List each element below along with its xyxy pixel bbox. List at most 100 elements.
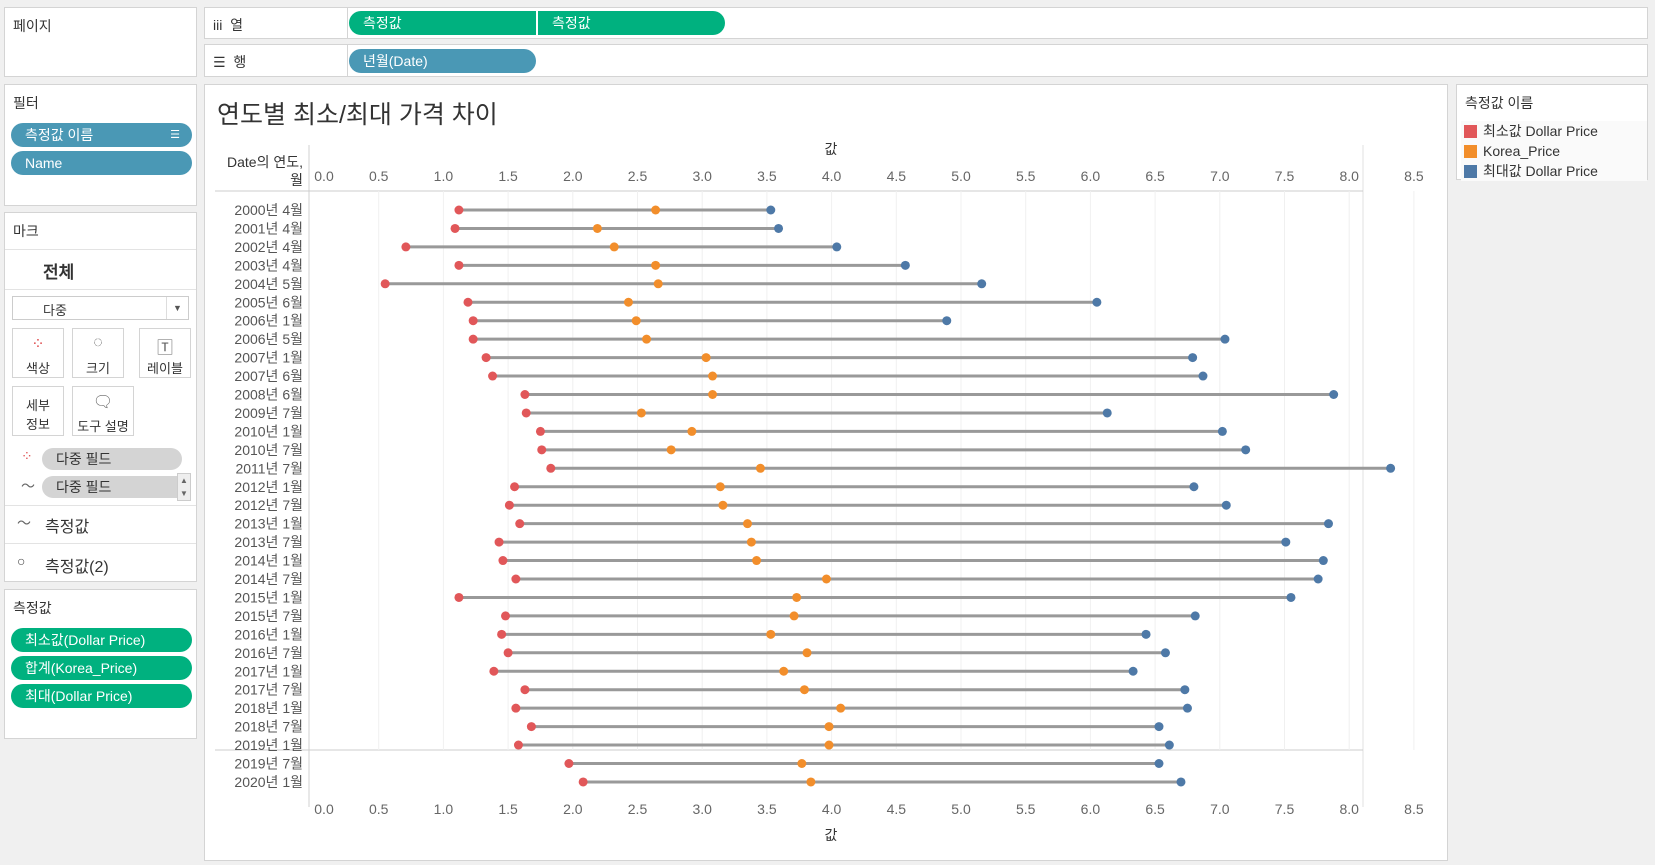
card-label: 도구 설명 [77, 419, 129, 434]
pages-card: 페이지 [4, 7, 197, 77]
marks-all-tab[interactable]: 전체 [43, 263, 75, 282]
row-label: 2013년 1월 [234, 516, 303, 532]
row-label: 2011년 7월 [235, 460, 303, 476]
pill-label: 최소값(Dollar Price) [25, 632, 146, 648]
rows-shelf-label: ☰ 행 [213, 52, 246, 72]
row-label: 2018년 7월 [234, 719, 303, 735]
label-text: 열 [230, 17, 244, 33]
legend-item[interactable]: Korea_Price [1461, 141, 1647, 161]
row-label: 2001년 4월 [234, 220, 303, 236]
pages-title: 페이지 [13, 18, 52, 34]
detail-card[interactable]: 세부 정보 [12, 386, 64, 436]
legend-item[interactable]: 최대값 Dollar Price [1461, 161, 1647, 181]
row-label: 2006년 5월 [234, 331, 303, 347]
point-korea [779, 666, 789, 676]
point-min [504, 500, 514, 510]
x-tick-label-top: 6.0 [1081, 168, 1101, 184]
scrollbar[interactable]: ▲ ▼ [177, 473, 191, 501]
row-label: 2015년 1월 [234, 589, 303, 605]
x-tick-label-top: 3.5 [757, 168, 777, 184]
point-min [515, 519, 525, 529]
speech-bubble-icon: 🗨 [92, 394, 114, 411]
x-tick-label-bottom: 8.5 [1404, 801, 1424, 817]
x-tick-label-top: 8.5 [1404, 168, 1424, 184]
x-tick-label-top: 1.0 [434, 168, 454, 184]
point-korea [742, 519, 752, 529]
x-tick-label-top: 5.5 [1016, 168, 1036, 184]
row-header-label: Date의 연도, [227, 154, 303, 170]
point-max [1198, 371, 1208, 381]
x-tick-label-bottom: 4.5 [887, 801, 907, 817]
line-icon: 〜 [21, 478, 35, 494]
x-tick-label-bottom: 1.0 [434, 801, 454, 817]
point-korea [752, 556, 762, 566]
point-korea [715, 482, 725, 492]
columns-shelf[interactable]: iii 열 측정값 측정값 [204, 7, 1648, 39]
color-dots-icon: ⁘ [21, 448, 33, 464]
x-tick-label-bottom: 2.0 [563, 801, 583, 817]
point-max [1318, 556, 1328, 566]
color-card[interactable]: ⁘ 색상 [12, 328, 64, 378]
text-t-icon: 🅃 [156, 340, 173, 357]
size-card[interactable]: ◌ 크기 [72, 328, 124, 378]
x-tick-label-bottom: 5.5 [1016, 801, 1036, 817]
point-max [1092, 297, 1102, 307]
filter-pill-measure-names[interactable]: 측정값 이름 ☰ [11, 123, 192, 147]
x-tick-label-top: 6.5 [1145, 168, 1165, 184]
point-min [489, 666, 499, 676]
point-min [454, 260, 464, 270]
point-korea [708, 390, 718, 399]
legend-swatch [1464, 164, 1477, 178]
point-max [1189, 482, 1199, 492]
point-max [1128, 666, 1138, 676]
marks-field-color[interactable]: 다중 필드 [42, 448, 182, 470]
columns-pill-1[interactable]: 측정값 [349, 11, 536, 35]
point-max [1188, 353, 1198, 363]
point-korea [799, 685, 809, 695]
legend-title: 측정값 이름 [1465, 95, 1534, 111]
point-max [1160, 648, 1170, 658]
point-min [450, 223, 460, 233]
point-max [832, 242, 842, 252]
filter-pill-name[interactable]: Name [11, 151, 192, 175]
pill-label: 측정값 [552, 15, 591, 31]
x-tick-label-top: 2.0 [563, 168, 583, 184]
rows-shelf[interactable]: ☰ 행 년월(Date) [204, 44, 1648, 77]
point-korea [651, 205, 661, 215]
measure-pill-sum[interactable]: 합계(Korea_Price) [11, 656, 192, 680]
point-max [1217, 426, 1227, 436]
pill-label: Name [25, 155, 63, 171]
point-max [1286, 592, 1296, 602]
circle-icon: ○ [17, 553, 26, 569]
mark-type-dropdown[interactable]: 다중 ▼ [12, 296, 189, 320]
columns-pill-2[interactable]: 측정값 [538, 11, 725, 35]
marks-field-path[interactable]: 다중 필드 [42, 476, 177, 498]
point-min [537, 445, 547, 455]
legend-item[interactable]: 최소값 Dollar Price [1461, 121, 1647, 141]
point-min [497, 629, 507, 639]
pill-label: 측정값 [363, 15, 402, 31]
point-min [481, 353, 491, 363]
rows-pill-date[interactable]: 년월(Date) [349, 49, 536, 73]
measure-pill-max[interactable]: 최대(Dollar Price) [11, 684, 192, 708]
marks-tab-measure-2[interactable]: 측정값(2) [45, 559, 109, 576]
marks-tab-measure[interactable]: 측정값 [45, 519, 90, 536]
point-max [1180, 685, 1190, 695]
marks-title: 마크 [13, 223, 39, 239]
point-min [535, 426, 545, 436]
label-card[interactable]: 🅃 레이블 [139, 328, 191, 378]
point-korea [824, 740, 834, 750]
measure-pill-min[interactable]: 최소값(Dollar Price) [11, 628, 192, 652]
row-label: 2008년 6월 [234, 387, 303, 403]
legend-card: 측정값 이름 최소값 Dollar Price Korea_Price 최대값 Do… [1456, 84, 1648, 181]
point-min [520, 390, 530, 399]
card-label: 레이블 [147, 361, 183, 376]
tooltip-card[interactable]: 🗨 도구 설명 [72, 386, 134, 436]
legend-swatch [1464, 144, 1477, 158]
row-label: 2010년 7월 [234, 442, 303, 458]
marks-card: 마크 전체 다중 ▼ ⁘ 색상 ◌ 크기 🅃 레이블 세부 정보 🗨 도구 설명 ⁘ 다… [4, 212, 197, 582]
point-min [564, 759, 574, 768]
pill-label: 최대(Dollar Price) [25, 688, 133, 704]
point-min [468, 334, 478, 344]
point-min [454, 592, 464, 602]
